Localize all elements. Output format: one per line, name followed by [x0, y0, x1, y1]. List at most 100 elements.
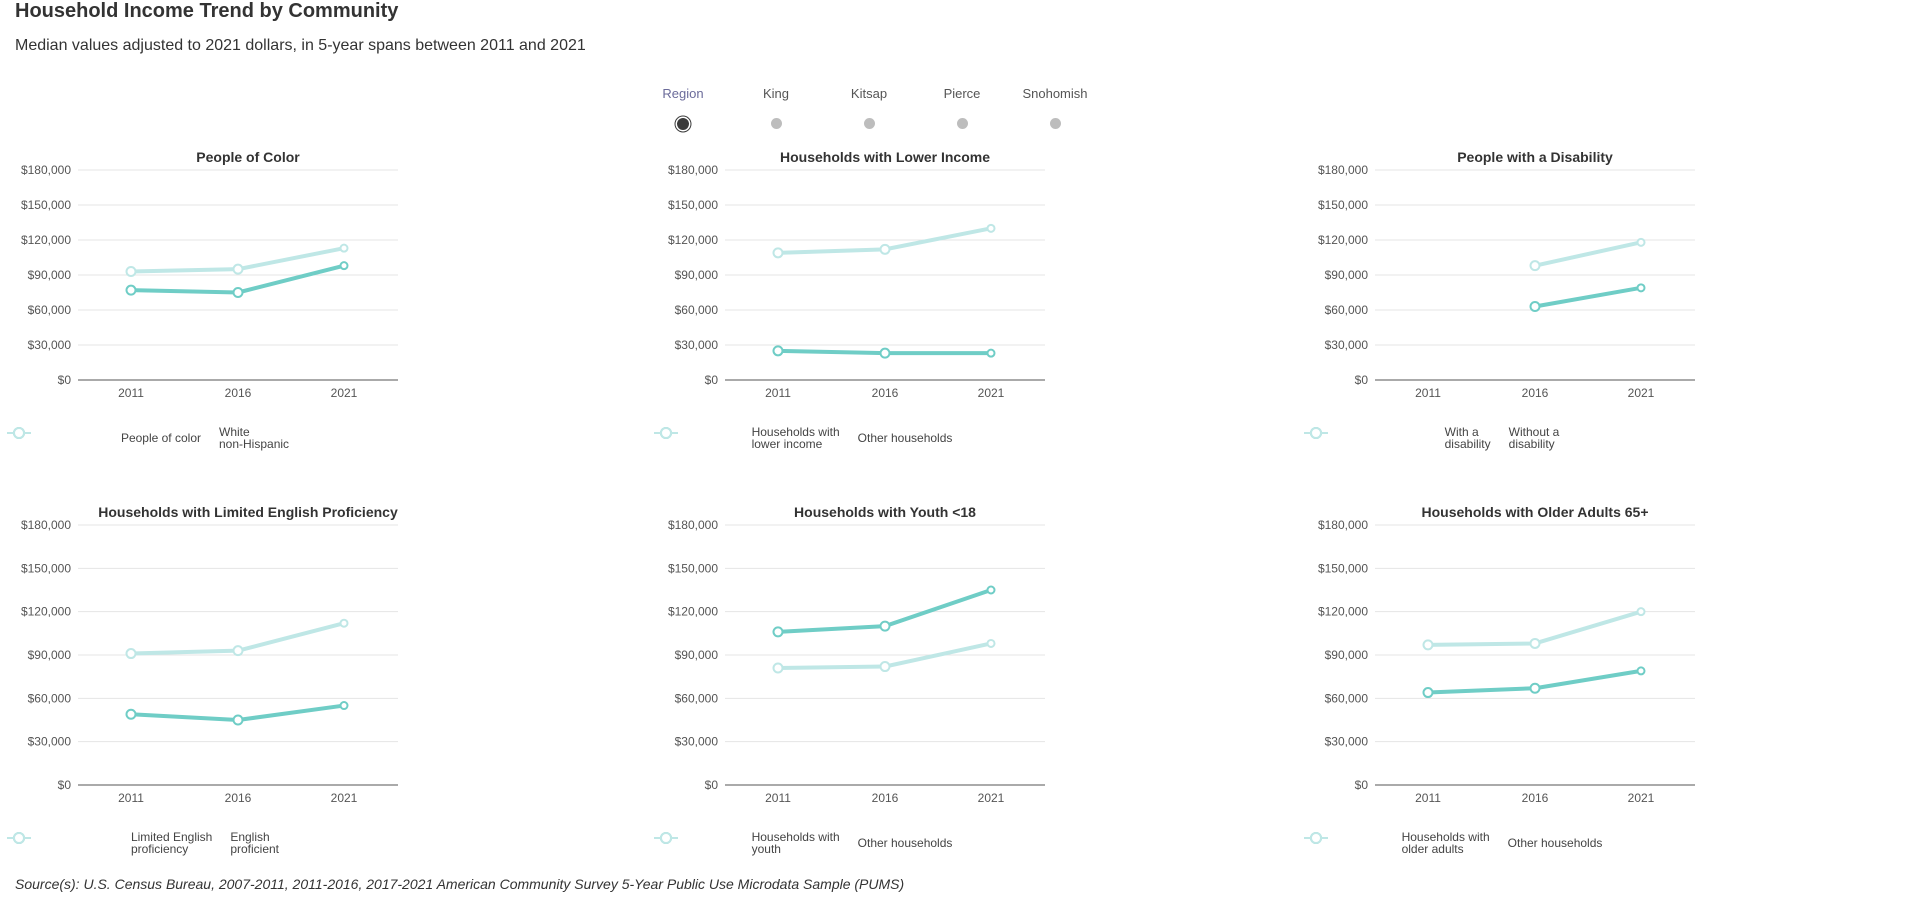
chart-legend: Limited English proficiency English profici…: [5, 831, 405, 855]
line-chart: Households with Lower Income $0 $30,000 $60…: [668, 149, 1045, 400]
data-point[interactable]: [339, 261, 349, 271]
data-point[interactable]: [125, 284, 137, 296]
legend-label: Households with lower income: [752, 426, 840, 450]
legend-item[interactable]: Other households: [654, 832, 953, 850]
selector-radio-dot[interactable]: [863, 118, 875, 129]
y-tick-label: $180,000: [1318, 518, 1368, 532]
legend-item[interactable]: Limited English proficiency: [7, 831, 212, 855]
y-tick-label: $30,000: [675, 338, 719, 352]
x-tick-label: 2016: [1522, 386, 1549, 400]
data-point[interactable]: [1636, 607, 1646, 617]
series-line: [1533, 240, 1643, 268]
data-point[interactable]: [1529, 260, 1541, 272]
legend-label-line: Households with: [751, 425, 840, 439]
data-point[interactable]: [339, 701, 349, 711]
selector-option-label: Kitsap: [850, 86, 888, 101]
y-tick-label: $120,000: [668, 605, 718, 619]
page-subtitle: Median values adjusted to 2021 dollars, …: [15, 37, 586, 54]
data-point[interactable]: [772, 662, 784, 674]
data-point[interactable]: [986, 223, 996, 233]
data-point[interactable]: [986, 585, 996, 595]
selector-option-kitsap[interactable]: Kitsap: [819, 86, 919, 129]
selector-radio-dot[interactable]: [1049, 118, 1061, 129]
chart-title: People of Color: [196, 149, 300, 165]
line-chart: People of Color $0 $30,000 $60,000 $90,000 $1…: [21, 149, 398, 400]
data-point[interactable]: [232, 714, 244, 726]
data-point[interactable]: [1529, 301, 1541, 312]
legend-label-line: Other households: [857, 836, 953, 850]
y-tick-label: $0: [705, 373, 719, 387]
legend-item[interactable]: Households with youth: [654, 831, 840, 856]
y-tick-label: $0: [58, 373, 72, 387]
data-point[interactable]: [1529, 682, 1541, 694]
selector-option-label: Pierce: [943, 86, 981, 101]
data-point[interactable]: [879, 347, 891, 359]
data-point[interactable]: [986, 638, 996, 648]
data-point[interactable]: [232, 645, 244, 657]
data-point[interactable]: [986, 348, 996, 358]
y-tick-label: $150,000: [21, 561, 71, 575]
legend-item[interactable]: Other households: [654, 427, 953, 444]
data-point[interactable]: [879, 243, 891, 255]
legend-swatch-icon: [7, 832, 31, 844]
legend-item[interactable]: Households with lower income: [654, 426, 840, 450]
data-point[interactable]: [232, 263, 244, 275]
legend-label: Without a disability: [1509, 426, 1560, 450]
y-tick-label: $150,000: [21, 198, 71, 212]
line-chart: Households with Limited English Proficie…: [21, 504, 398, 805]
legend-item[interactable]: Other households: [1304, 832, 1602, 849]
selector-option-king[interactable]: King: [726, 86, 826, 129]
legend-label-line: proficient: [230, 842, 280, 856]
selector-option-label: Snohomish: [1022, 86, 1088, 101]
legend-label: Other households: [858, 432, 953, 444]
y-tick-label: $150,000: [1318, 561, 1368, 575]
data-point[interactable]: [125, 266, 137, 277]
data-point[interactable]: [772, 345, 784, 357]
x-tick-label: 2011: [1415, 791, 1441, 805]
selector-radio-dot[interactable]: [956, 118, 968, 129]
y-tick-label: $30,000: [1325, 338, 1369, 352]
data-point[interactable]: [1636, 666, 1646, 676]
selector-radio-dot[interactable]: [770, 118, 782, 129]
line-chart: Households with Older Adults 65+ $0 $30,00…: [1318, 504, 1695, 805]
y-tick-label: $180,000: [668, 518, 718, 532]
legend-item[interactable]: Households with older adults: [1304, 831, 1490, 855]
data-point[interactable]: [1636, 283, 1646, 293]
legend-swatch-icon: [1304, 832, 1328, 844]
data-point[interactable]: [125, 708, 137, 720]
legend-swatch-icon: [1304, 427, 1328, 439]
data-point[interactable]: [125, 648, 137, 660]
data-point[interactable]: [772, 247, 784, 259]
data-point[interactable]: [1422, 639, 1434, 651]
y-tick-label: $60,000: [28, 691, 72, 705]
data-point[interactable]: [232, 287, 244, 298]
legend-label-line: English: [230, 830, 270, 844]
y-tick-label: $180,000: [21, 518, 71, 532]
data-point[interactable]: [339, 243, 349, 253]
legend-swatch-icon: [654, 427, 678, 439]
legend-item[interactable]: English proficient: [7, 830, 280, 856]
selector-option-snohomish[interactable]: Snohomish: [1005, 86, 1105, 129]
legend-item[interactable]: People of color: [7, 427, 201, 444]
data-point[interactable]: [879, 620, 891, 632]
selector-option-pierce[interactable]: Pierce: [912, 86, 1012, 129]
chart-title: Households with Limited English Proficie…: [98, 504, 398, 520]
y-tick-label: $60,000: [1325, 303, 1369, 317]
data-point[interactable]: [1422, 687, 1434, 699]
data-point[interactable]: [339, 618, 349, 628]
x-tick-label: 2016: [225, 386, 252, 400]
y-tick-label: $0: [1355, 778, 1369, 792]
legend-label-line: youth: [751, 842, 781, 856]
legend-item[interactable]: With a disability: [1304, 426, 1491, 450]
data-point[interactable]: [879, 661, 891, 673]
y-tick-label: $0: [705, 778, 719, 792]
data-point[interactable]: [1636, 237, 1646, 247]
data-point[interactable]: [772, 626, 784, 638]
selector-option-region[interactable]: Region: [633, 86, 733, 130]
data-point[interactable]: [1529, 637, 1541, 649]
legend-item[interactable]: Without a disability: [1304, 426, 1560, 450]
legend-item[interactable]: White non-Hispanic: [7, 426, 289, 450]
y-tick-label: $180,000: [21, 163, 71, 177]
y-tick-label: $180,000: [668, 163, 718, 177]
selector-radio-dot[interactable]: [677, 118, 689, 130]
